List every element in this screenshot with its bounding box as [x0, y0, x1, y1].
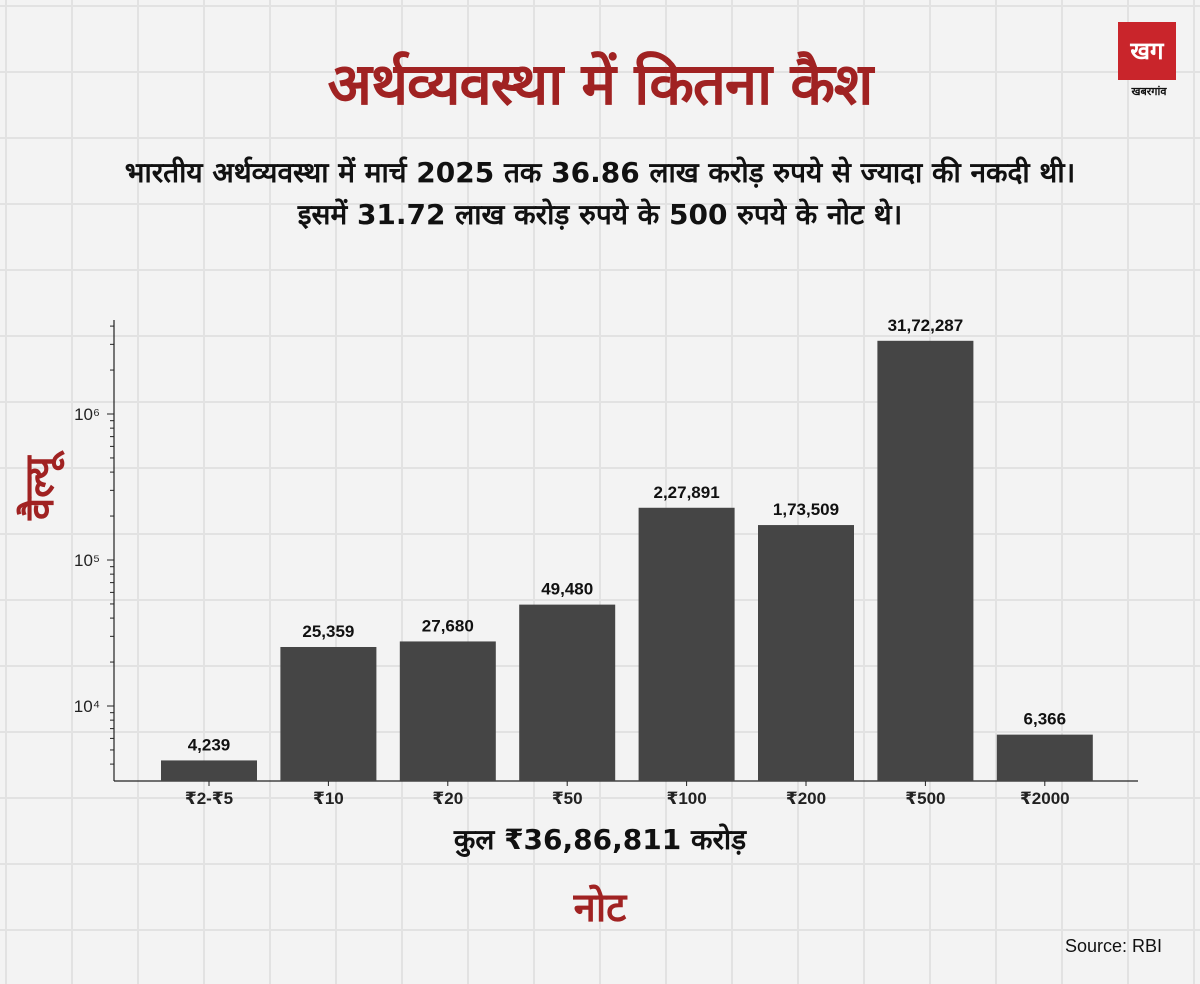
bar-value-label: 27,680 — [422, 616, 474, 635]
bar-value-label: 6,366 — [1024, 710, 1067, 729]
bar — [519, 604, 616, 781]
bar-value-label: 4,239 — [188, 735, 231, 754]
x-tick-label: ₹50 — [552, 789, 583, 808]
x-tick-label: ₹10 — [313, 789, 344, 808]
logo-mark: खग — [1118, 22, 1176, 80]
logo-name: खबरगांव — [1131, 85, 1167, 98]
x-tick-label: ₹500 — [905, 789, 945, 808]
x-tick-label: ₹20 — [432, 789, 463, 808]
y-tick-label: 10⁵ — [74, 551, 100, 570]
chart-subtitle: भारतीय अर्थव्यवस्था में मार्च 2025 तक 36… — [0, 152, 1200, 236]
bar — [638, 507, 735, 781]
chart-title: अर्थव्यवस्था में कितना कैश — [327, 50, 874, 118]
bar-value-label: 49,480 — [541, 580, 593, 599]
total-annotation: कुल ₹36,86,811 करोड़ — [453, 823, 747, 856]
y-tick-label: 10⁶ — [74, 405, 100, 424]
bar — [399, 641, 496, 781]
bar — [758, 525, 854, 781]
x-tick-label: ₹2-₹5 — [185, 789, 233, 808]
bar-value-label: 31,72,287 — [888, 316, 964, 335]
bar — [996, 734, 1093, 781]
brand-logo: खग खबरगांव — [1118, 22, 1180, 99]
x-tick-label: ₹100 — [666, 789, 706, 808]
bar-value-label: 1,73,509 — [773, 500, 839, 519]
bar-value-label: 2,27,891 — [654, 483, 720, 502]
x-axis-label: नोट — [573, 885, 627, 931]
bar — [161, 760, 257, 781]
bar — [280, 646, 377, 781]
source-note: Source: RBI — [1064, 936, 1162, 956]
bar — [877, 340, 974, 781]
subtitle-line-2: इसमें 31.72 लाख करोड़ रुपये के 500 रुपये… — [297, 198, 903, 231]
subtitle-line-1: भारतीय अर्थव्यवस्था में मार्च 2025 तक 36… — [124, 156, 1076, 189]
y-tick-label: 10⁴ — [74, 697, 100, 716]
x-tick-label: ₹200 — [786, 789, 826, 808]
bar-value-label: 25,359 — [302, 622, 354, 641]
x-tick-label: ₹2000 — [1020, 789, 1070, 808]
y-axis-label: वैल्यू — [17, 456, 63, 520]
